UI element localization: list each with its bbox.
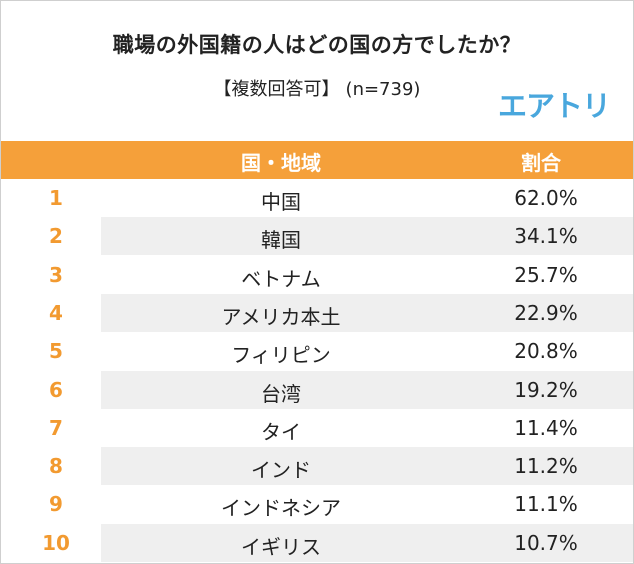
table-row: 3 ベトナム 25.7% (1, 256, 633, 294)
row-stripe (101, 217, 633, 256)
region-name: インド (251, 458, 311, 483)
sample-size: (n=739) (345, 79, 421, 100)
rank-number: 6 (49, 377, 63, 402)
table-row: 5 フィリピン 20.8% (1, 332, 633, 370)
rank-number: 1 (49, 186, 63, 210)
rank-number: 2 (49, 224, 63, 249)
region-name: 韓国 (261, 228, 301, 253)
rank-number: 3 (49, 262, 63, 287)
table-row: 2 韓国 34.1% (1, 217, 633, 256)
region-name: ベトナム (241, 266, 321, 291)
table-row: 4 アメリカ本土 22.9% (1, 293, 633, 332)
ratio-value: 20.8% (514, 339, 578, 364)
ratio-value: 11.1% (514, 492, 578, 517)
table-row: 7 タイ 11.4% (1, 409, 633, 447)
rank-number: 9 (49, 492, 63, 517)
table-row: 8 インド 11.2% (1, 447, 633, 486)
subtitle: 【複数回答可】 (n=739) (1, 75, 633, 101)
row-stripe (101, 523, 633, 562)
ratio-value: 22.9% (514, 300, 578, 325)
ratio-value: 19.2% (514, 377, 578, 402)
row-stripe (101, 370, 633, 409)
ratio-value: 34.1% (514, 224, 578, 249)
rank-number: 7 (49, 415, 63, 440)
multiple-answer-note: 【複数回答可】 (213, 79, 340, 100)
row-stripe (101, 447, 633, 486)
rank-number: 4 (49, 300, 63, 325)
table-row: 1 中国 62.0% (1, 179, 633, 217)
ratio-value: 11.4% (514, 415, 578, 440)
row-stripe (101, 293, 633, 332)
ratio-value: 62.0% (514, 186, 578, 210)
column-header-ratio: 割合 (521, 151, 561, 175)
page-title: 職場の外国籍の人はどの国の方でしたか？ (112, 33, 522, 57)
region-name: インドネシア (221, 496, 341, 521)
table-row: 6 台湾 19.2% (1, 370, 633, 409)
table-header: 国・地域 割合 (1, 141, 633, 179)
brand-logo: エアトリ (498, 89, 611, 123)
rank-number: 5 (49, 339, 63, 364)
rank-number: 10 (42, 530, 70, 555)
region-name: 台湾 (261, 381, 301, 406)
column-header-region: 国・地域 (241, 151, 321, 175)
ratio-value: 25.7% (514, 262, 578, 287)
table-row: 10 イギリス 10.7% (1, 523, 633, 562)
region-name: タイ (261, 419, 301, 444)
region-name: アメリカ本土 (221, 304, 341, 329)
rank-number: 8 (49, 454, 63, 479)
region-name: 中国 (261, 190, 301, 214)
region-name: イギリス (241, 534, 321, 559)
ratio-value: 11.2% (514, 454, 578, 479)
ratio-value: 10.7% (514, 530, 578, 555)
table-row: 9 インドネシア 11.1% (1, 485, 633, 523)
region-name: フィリピン (231, 343, 331, 368)
card-header: 職場の外国籍の人はどの国の方でしたか？ 【複数回答可】 (n=739) エアトリ (1, 1, 633, 141)
